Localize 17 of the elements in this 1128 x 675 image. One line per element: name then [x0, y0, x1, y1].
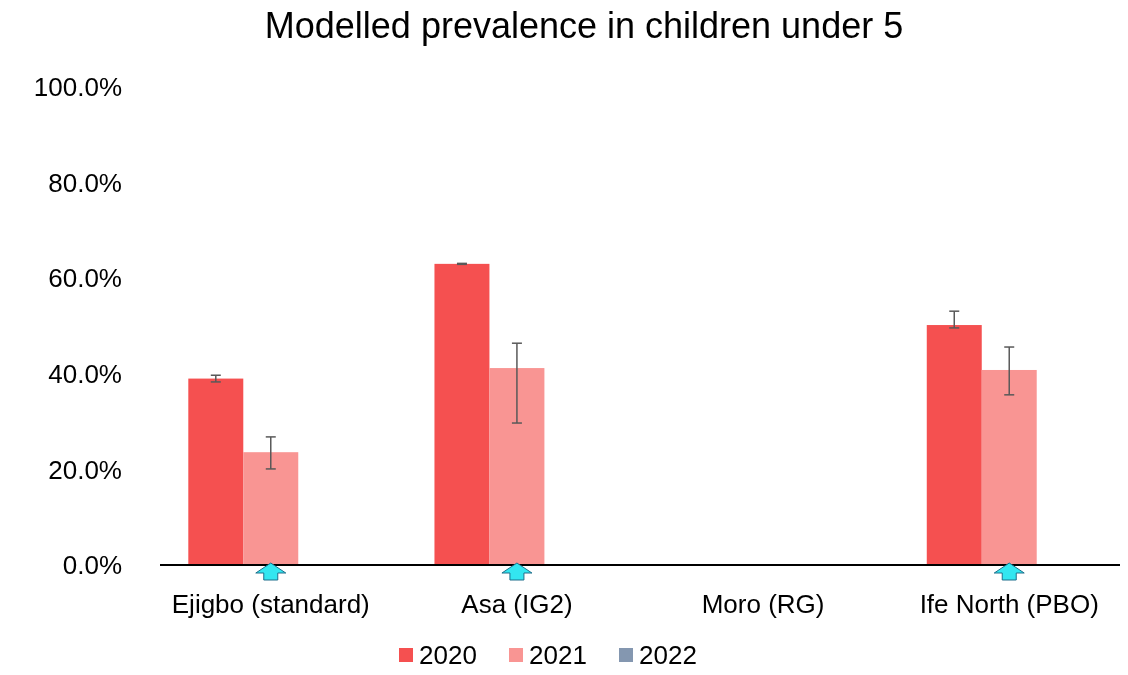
legend-label: 2021 [529, 640, 587, 671]
x-tick-label: Ejigbo (standard) [171, 589, 370, 619]
y-tick-label: 80.0% [48, 167, 122, 198]
y-tick-label: 100.0% [33, 72, 122, 103]
y-tick-label: 60.0% [48, 263, 122, 294]
y-tick-label: 20.0% [48, 454, 122, 485]
legend-label: 2022 [639, 640, 697, 671]
chart-title: Modelled prevalence in children under 5 [264, 5, 904, 46]
bar [926, 325, 982, 565]
x-tick-label: Ife North (PBO) [919, 589, 1099, 619]
bar [188, 378, 244, 565]
bar [434, 263, 490, 565]
x-tick-label: Moro (RG) [701, 589, 825, 619]
x-tick-label: Asa (IG2) [461, 589, 573, 619]
legend-label: 2020 [419, 640, 477, 671]
y-tick-label: 0.0% [62, 550, 122, 581]
y-tick-label: 40.0% [48, 358, 122, 389]
